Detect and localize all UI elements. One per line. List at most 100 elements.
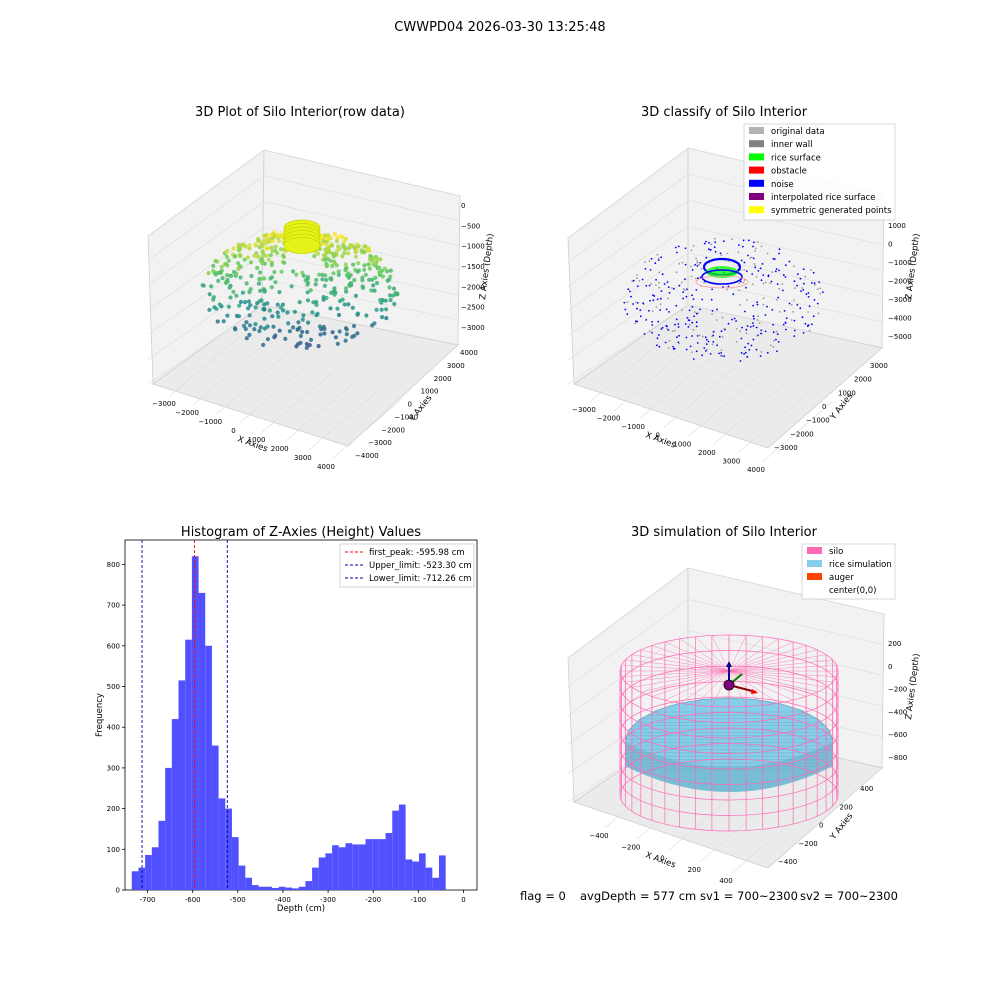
- hist-bar: [145, 855, 152, 890]
- raw-point: [244, 281, 249, 286]
- hist-bar: [358, 844, 366, 890]
- raw-point: [265, 301, 270, 306]
- classify-point: [752, 257, 755, 260]
- classify-point: [735, 328, 738, 330]
- classify-point: [703, 281, 705, 284]
- hist-y-tick-label: 600: [107, 642, 120, 650]
- classify-point: [743, 353, 745, 355]
- raw-point: [298, 333, 303, 339]
- classify-point: [759, 355, 762, 357]
- hist-y-tick-label: 500: [107, 683, 120, 691]
- classify-point: [793, 265, 795, 268]
- panel-simulation-3d: 3D simulation of Silo Interior −400 −200 0…: [567, 525, 922, 885]
- raw-point: [261, 342, 266, 347]
- raw-point: [285, 310, 290, 315]
- classify-point: [793, 299, 796, 301]
- classify-point: [695, 277, 697, 280]
- classify-point: [710, 298, 713, 301]
- raw-point: [344, 332, 349, 337]
- panel-classify-3d: 3D classify of Silo Interior −3000−2000−…: [567, 105, 922, 474]
- raw-point: [244, 320, 249, 325]
- classify-point: [753, 241, 755, 244]
- panel-raw-3d: 3D Plot of Silo Interior(row data) −3000…: [147, 105, 496, 471]
- classify-point: [778, 287, 781, 290]
- hist-bar: [365, 839, 373, 890]
- raw-point: [337, 246, 343, 251]
- classify-point: [720, 352, 723, 354]
- classify-point: [753, 317, 755, 320]
- raw-point: [378, 257, 383, 262]
- raw-point: [329, 243, 334, 248]
- classify-point: [676, 251, 678, 254]
- raw-point: [233, 254, 238, 259]
- raw-point: [340, 297, 345, 302]
- sim-legend-swatch: [807, 573, 822, 580]
- raw-point: [362, 244, 367, 249]
- classify-point: [636, 320, 639, 323]
- raw-y-tick-label: 0: [408, 401, 412, 409]
- silo-roof-spoke: [728, 636, 763, 672]
- classify-point: [790, 303, 793, 306]
- raw-point: [209, 284, 214, 289]
- classify-point: [813, 282, 816, 285]
- classify-point: [693, 315, 695, 318]
- raw-point: [271, 324, 276, 329]
- classify-point: [693, 311, 696, 314]
- classify-point: [677, 326, 680, 328]
- hist-bars: [131, 556, 446, 890]
- raw-point: [270, 314, 275, 319]
- classify-point: [626, 301, 629, 303]
- classify-legend-label: interpolated rice surface: [771, 193, 876, 203]
- classify-point: [817, 312, 820, 315]
- classify-point: [704, 336, 707, 339]
- classify-x-axis-label: X Axies: [644, 430, 677, 450]
- raw-point: [337, 329, 342, 334]
- raw-point: [258, 288, 263, 293]
- hist-ref-lines: [141, 540, 228, 890]
- raw-point: [291, 325, 296, 330]
- classify-point: [666, 328, 668, 330]
- cls-x-tick-label: −2000: [597, 415, 621, 423]
- classify-point: [692, 245, 695, 247]
- classify-point: [742, 281, 745, 284]
- classify-point: [720, 349, 723, 351]
- silo-roof-spoke: [621, 665, 730, 672]
- center-marker-icon: [723, 679, 735, 691]
- raw-point: [296, 320, 301, 325]
- classify-point: [644, 267, 647, 270]
- classify-point: [749, 326, 752, 328]
- raw-point: [281, 253, 286, 258]
- classify-point: [758, 322, 761, 324]
- raw-point: [323, 233, 328, 238]
- classify-point: [682, 297, 685, 300]
- classify-point: [770, 280, 773, 283]
- classify-point: [812, 315, 815, 318]
- raw-point: [227, 285, 232, 290]
- raw-point: [260, 261, 265, 266]
- raw-point: [273, 280, 278, 285]
- hist-bar: [198, 592, 206, 890]
- classify-point: [659, 297, 662, 300]
- classify-point: [656, 344, 658, 347]
- raw-point: [253, 242, 258, 247]
- raw-point: [246, 306, 251, 311]
- classify-point: [659, 309, 662, 311]
- raw-point: [272, 270, 277, 275]
- classify-point: [701, 298, 704, 301]
- raw-point: [379, 307, 384, 312]
- raw-x-ticks: −3000−2000−1000 0 1000 2000 3000 4000: [152, 400, 335, 471]
- classify-point: [627, 288, 630, 290]
- raw-point: [247, 313, 252, 318]
- raw-point: [268, 253, 273, 258]
- hist-bar: [258, 886, 266, 890]
- raw-point: [249, 273, 254, 279]
- classify-point: [667, 347, 670, 349]
- raw-point: [306, 320, 311, 325]
- raw-point: [316, 344, 321, 349]
- classify-point: [740, 280, 742, 283]
- hist-bar: [412, 861, 419, 890]
- classify-point: [752, 315, 755, 318]
- raw-point: [380, 274, 386, 279]
- cls-z-tick-label: −1000: [888, 259, 912, 267]
- classify-point: [688, 323, 691, 326]
